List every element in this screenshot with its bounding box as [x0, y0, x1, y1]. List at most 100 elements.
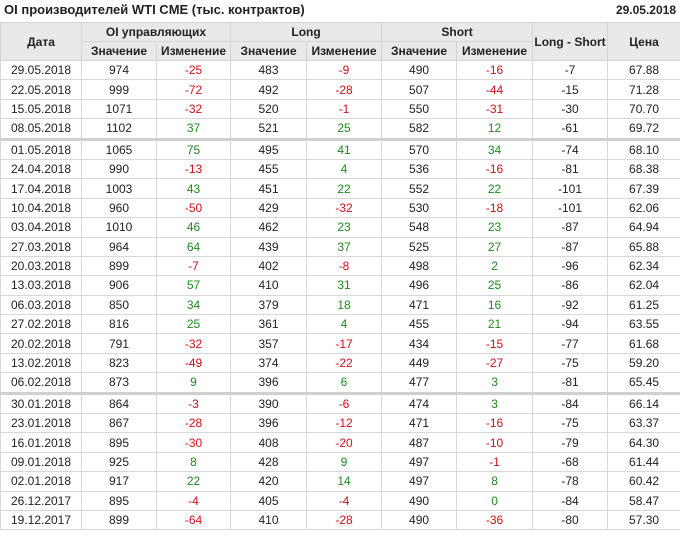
table-row: 06.03.2018 850 34 379 18 471 16 -92 61.25	[0, 294, 680, 316]
cell-long-short: -30	[532, 98, 609, 120]
cell-date: 29.05.2018	[0, 59, 82, 81]
cell-oi-value: 895	[81, 432, 157, 453]
cell-long-value: 374	[230, 352, 308, 374]
cell-oi-change: -3	[155, 391, 232, 415]
cell-short-change: -27	[456, 352, 534, 374]
cell-long-change: -17	[306, 333, 383, 354]
cell-long-change: 6	[306, 372, 383, 394]
cell-oi-value: 1010	[81, 217, 157, 238]
cell-oi-change: 25	[155, 314, 232, 335]
cell-long-change: -4	[306, 490, 383, 511]
cell-date: 09.01.2018	[0, 451, 82, 473]
cell-short-change: -36	[456, 509, 534, 531]
cell-price: 58.47	[607, 490, 680, 511]
table-row: 19.12.2017 899 -64 410 -28 490 -36 -80 57.30	[0, 509, 680, 531]
cell-long-value: 396	[230, 372, 308, 394]
cell-short-value: 525	[381, 236, 458, 257]
cell-short-change: -18	[456, 197, 534, 219]
cell-short-change: 8	[456, 471, 534, 492]
table-row: 01.05.2018 1065 75 495 41 570 34 -74 68.10	[0, 137, 680, 160]
cell-short-change: 16	[456, 294, 534, 316]
cell-long-short: -81	[532, 158, 609, 180]
cell-long-change: 22	[306, 178, 383, 199]
cell-price: 63.55	[607, 314, 680, 335]
cell-date: 08.05.2018	[0, 118, 82, 140]
cell-long-value: 462	[230, 217, 308, 238]
cell-oi-change: -7	[155, 255, 232, 277]
cell-long-short: -86	[532, 275, 609, 296]
cell-long-change: 23	[306, 217, 383, 238]
cell-long-short: -87	[532, 217, 609, 238]
cell-short-value: 536	[381, 158, 458, 180]
cell-date: 06.02.2018	[0, 372, 82, 394]
cell-price: 57.30	[607, 509, 680, 531]
cell-price: 65.88	[607, 236, 680, 257]
cell-oi-change: 46	[155, 217, 232, 238]
cell-date: 23.01.2018	[0, 413, 82, 434]
cell-oi-value: 1102	[81, 118, 157, 140]
cell-long-value: 428	[230, 451, 308, 473]
cell-long-short: -84	[532, 391, 609, 415]
cell-oi-change: -4	[155, 490, 232, 511]
cell-short-value: 496	[381, 275, 458, 296]
cell-long-short: -101	[532, 178, 609, 199]
cell-long-change: 37	[306, 236, 383, 257]
cell-oi-value: 873	[81, 372, 157, 394]
cell-long-change: -8	[306, 255, 383, 277]
table-row: 06.02.2018 873 9 396 6 477 3 -81 65.45	[0, 372, 680, 394]
table-row: 24.04.2018 990 -13 455 4 536 -16 -81 68.38	[0, 158, 680, 180]
cell-date: 20.03.2018	[0, 255, 82, 277]
cell-short-value: 490	[381, 490, 458, 511]
cell-short-change: 22	[456, 178, 534, 199]
cell-short-change: 34	[456, 137, 534, 160]
cell-short-value: 570	[381, 137, 458, 160]
cell-short-change: -31	[456, 98, 534, 120]
cell-long-short: -68	[532, 451, 609, 473]
table-row: 09.01.2018 925 8 428 9 497 -1 -68 61.44	[0, 451, 680, 473]
cell-short-value: 477	[381, 372, 458, 394]
cell-long-change: 31	[306, 275, 383, 296]
header-long-short: Long - Short	[532, 22, 609, 61]
cell-price: 63.37	[607, 413, 680, 434]
cell-price: 61.68	[607, 333, 680, 354]
header-long-value: Значение	[230, 41, 308, 61]
header-oi: OI управляющих	[80, 22, 232, 42]
cell-price: 61.25	[607, 294, 680, 316]
cell-oi-change: -72	[155, 79, 232, 100]
cell-date: 13.03.2018	[0, 275, 82, 296]
cell-oi-change: -13	[155, 158, 232, 180]
cell-date: 17.04.2018	[0, 178, 82, 199]
cell-short-change: -10	[456, 432, 534, 453]
cell-oi-change: -49	[155, 352, 232, 374]
cell-long-value: 410	[230, 275, 308, 296]
cell-short-value: 449	[381, 352, 458, 374]
cell-short-change: -16	[456, 413, 534, 434]
report-date: 29.05.2018	[615, 3, 676, 17]
cell-short-change: 23	[456, 217, 534, 238]
cell-short-change: 2	[456, 255, 534, 277]
cell-long-value: 420	[230, 471, 308, 492]
table-row: 29.05.2018 974 -25 483 -9 490 -16 -7 67.88	[0, 59, 680, 81]
cell-date: 27.03.2018	[0, 236, 82, 257]
cell-long-value: 451	[230, 178, 308, 199]
cell-short-change: 21	[456, 314, 534, 335]
cell-price: 62.04	[607, 275, 680, 296]
cell-short-value: 498	[381, 255, 458, 277]
cell-long-change: -12	[306, 413, 383, 434]
cell-oi-change: 37	[155, 118, 232, 140]
header-short-change: Изменение	[456, 41, 534, 61]
table-row: 20.03.2018 899 -7 402 -8 498 2 -96 62.34	[0, 255, 680, 277]
cell-date: 13.02.2018	[0, 352, 82, 374]
table-row: 23.01.2018 867 -28 396 -12 471 -16 -75 63.37	[0, 413, 680, 434]
cell-date: 26.12.2017	[0, 490, 82, 511]
cell-oi-value: 895	[81, 490, 157, 511]
cell-long-change: -1	[306, 98, 383, 120]
cell-long-change: -9	[306, 59, 383, 81]
cell-long-value: 521	[230, 118, 308, 140]
cell-short-value: 497	[381, 451, 458, 473]
cell-long-change: 14	[306, 471, 383, 492]
cell-price: 64.30	[607, 432, 680, 453]
cell-oi-value: 899	[81, 255, 157, 277]
cell-oi-change: 57	[155, 275, 232, 296]
cell-price: 65.45	[607, 372, 680, 394]
